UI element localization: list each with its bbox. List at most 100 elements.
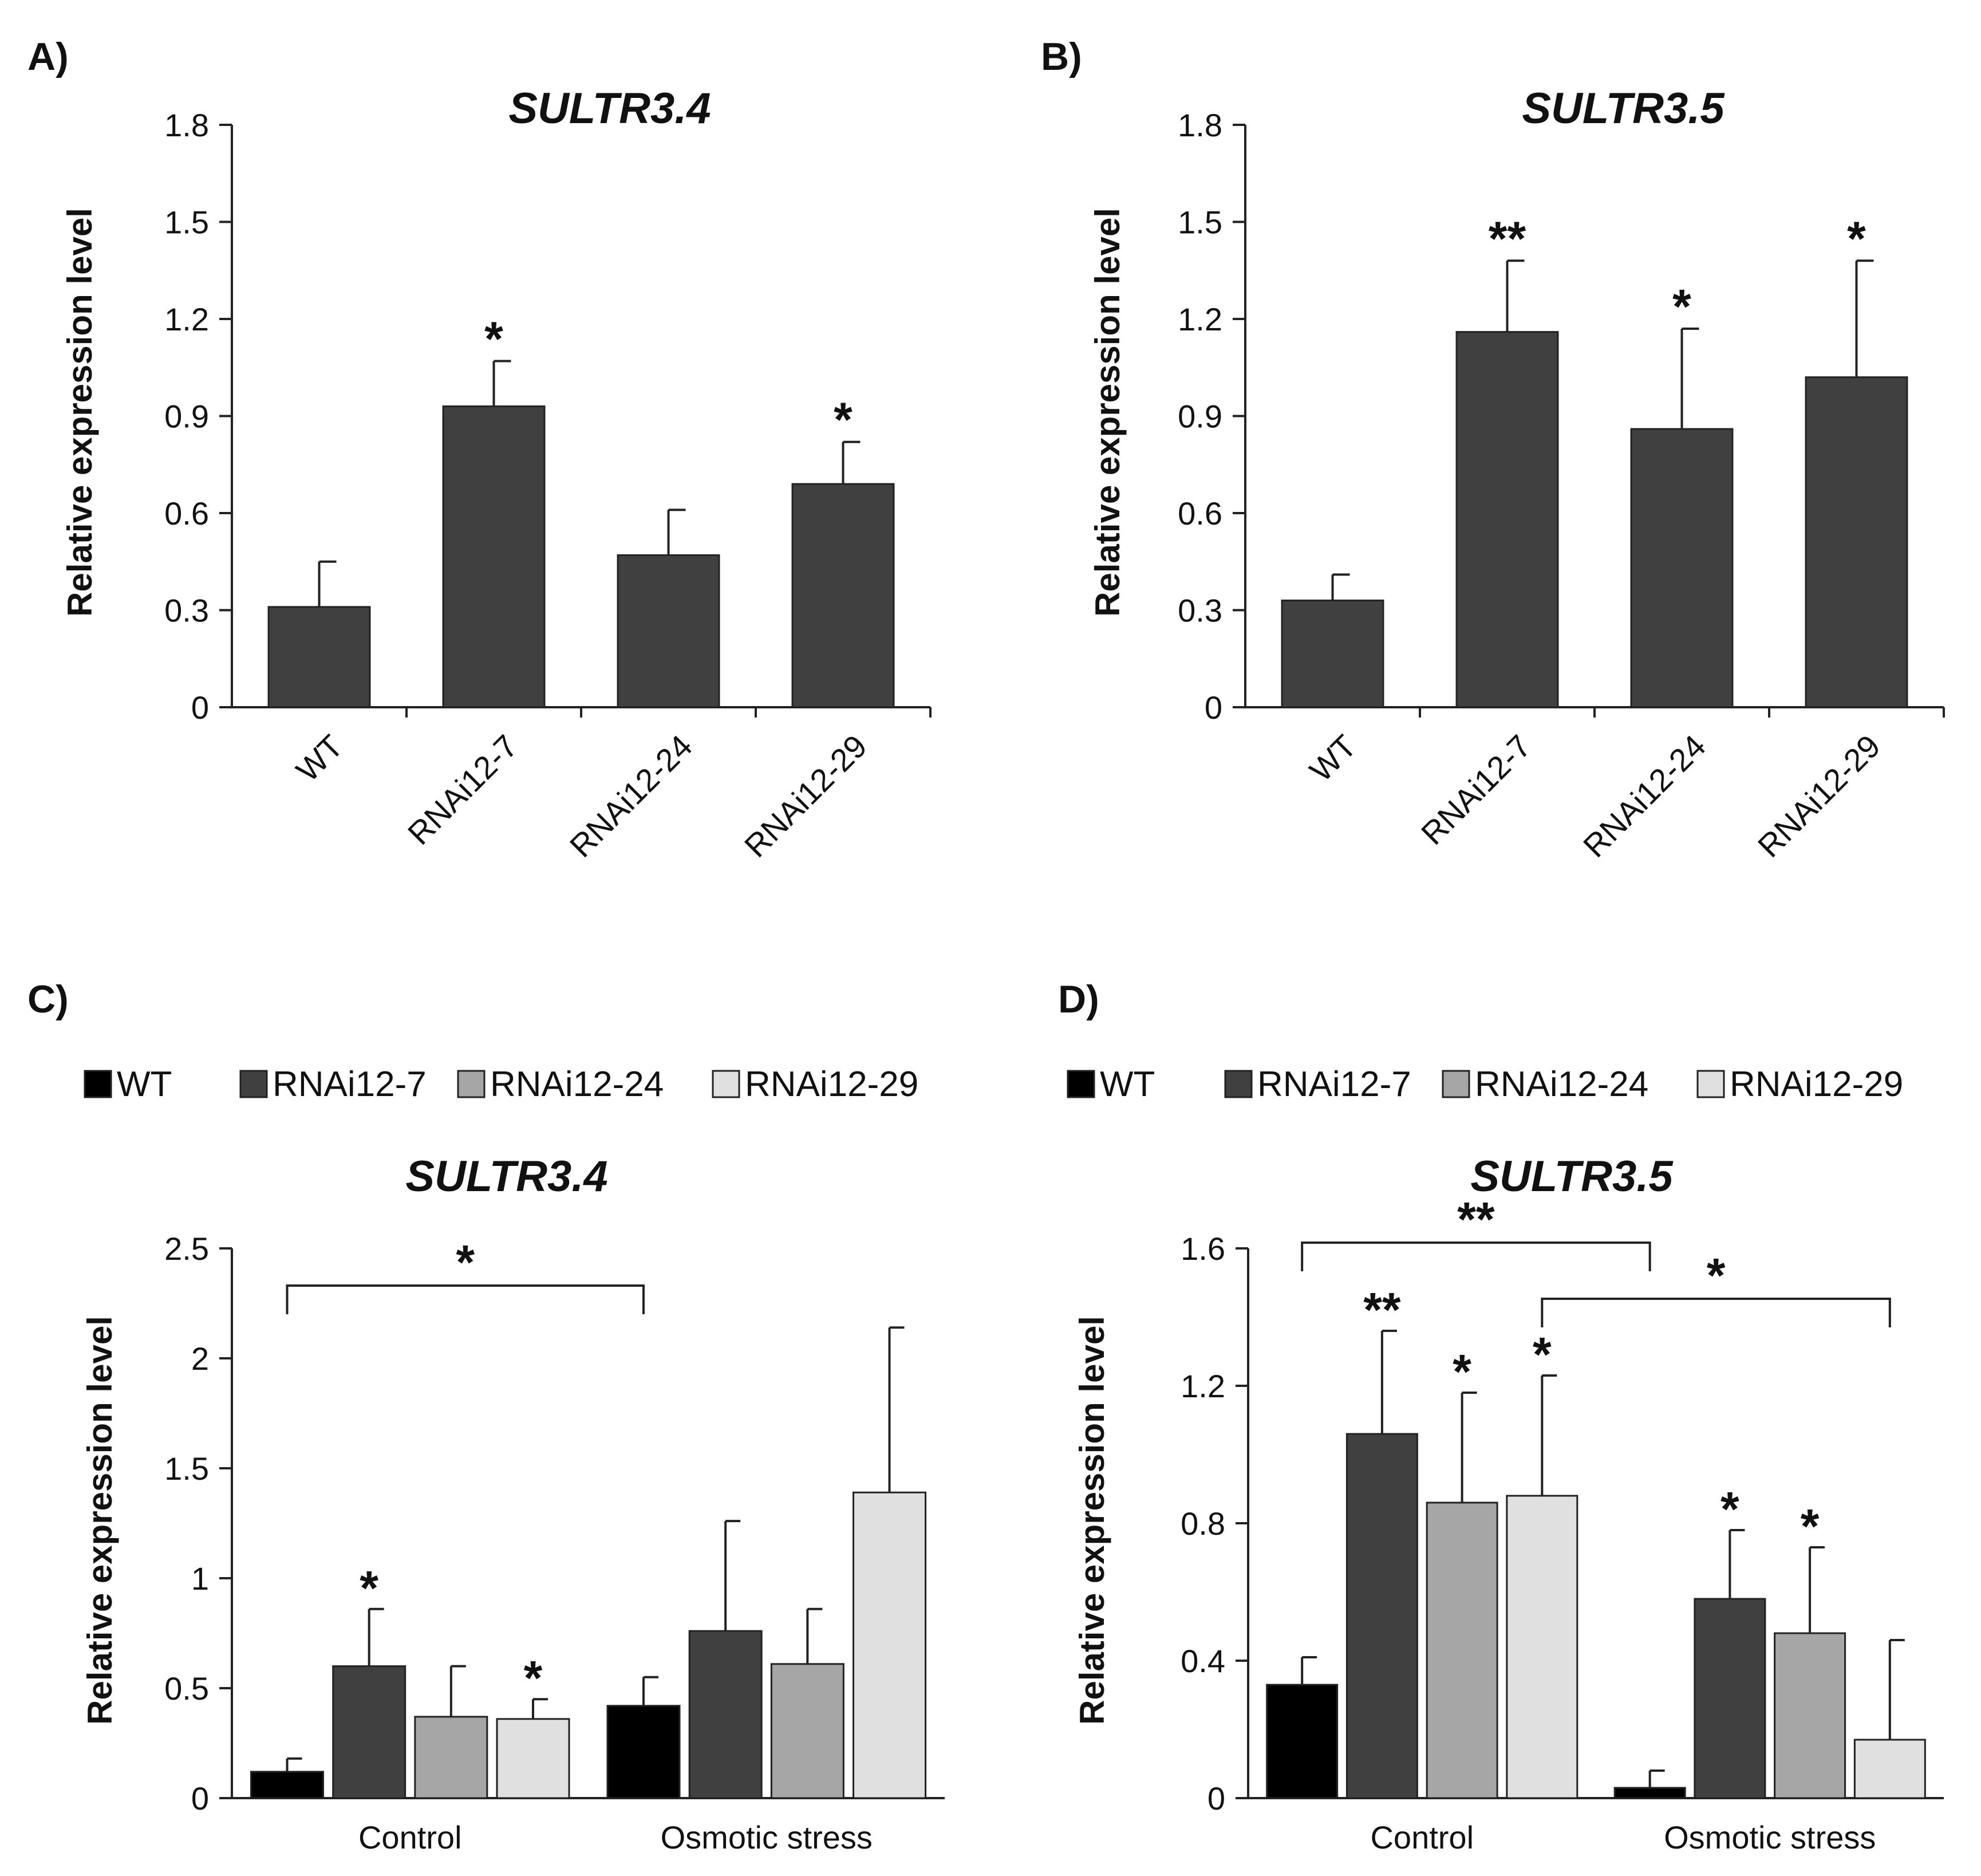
y-tick-label: 0	[1207, 1780, 1225, 1816]
bar	[1266, 1684, 1339, 1799]
significance-star: *	[360, 1561, 378, 1615]
legend-swatch	[84, 1070, 112, 1098]
panel-label-a: A)	[27, 35, 69, 78]
significance-bracket	[1301, 1242, 1651, 1271]
bar	[688, 1630, 763, 1799]
legend-swatch	[1067, 1070, 1095, 1098]
x-tick-label: RNAi12-7	[1414, 728, 1538, 852]
bar	[791, 483, 895, 708]
y-tick-label: 1.8	[1178, 107, 1222, 143]
legend-c: WT RNAi12-7 RNAi12-24 RNAi12-29	[84, 1065, 918, 1104]
plot-area-d: 00.40.81.21.6*** *Control* *Osmotic stress…	[1181, 1192, 1944, 1855]
y-tick-label: 1.5	[164, 1451, 209, 1487]
significance-star: *	[1453, 1345, 1471, 1398]
bar	[332, 1665, 407, 1799]
x-tick-label: RNAi12-24	[563, 728, 699, 864]
bar	[606, 1705, 681, 1799]
panel-b: B) SULTR3.5 Relative expression level 0 0…	[1041, 35, 1945, 864]
significance-star: *	[1847, 211, 1866, 265]
y-tick-label: 0.8	[1181, 1505, 1225, 1542]
bracket-label: *	[1707, 1248, 1726, 1302]
legend-label: WT	[117, 1065, 172, 1104]
y-tick-label: 0	[191, 1780, 209, 1816]
y-tick-label: 1.5	[164, 204, 209, 241]
bar	[1805, 376, 1908, 708]
significance-star: *	[524, 1651, 543, 1705]
plot-area-b: 00.30.60.91.21.51.8WT RNAi12-7**RNAi12-24…	[1178, 107, 1945, 864]
y-tick-label: 1.5	[1178, 204, 1222, 241]
y-tick-label: 0	[191, 689, 209, 726]
bar	[1630, 428, 1734, 708]
y-tick-label: 1.2	[1181, 1368, 1225, 1404]
plot-area-c: 0 0.5 1 1.5 2 2.5 * * Control Osmotic stress *	[164, 1231, 945, 1855]
panel-label-b: B)	[1041, 35, 1082, 78]
y-tick-label: 2	[191, 1341, 209, 1377]
y-tick-label: 0.6	[1178, 495, 1222, 531]
y-tick-label: 0.9	[1178, 399, 1222, 435]
legend-swatch	[712, 1070, 740, 1098]
x-tick-label: RNAi12-29	[737, 728, 874, 864]
y-tick-label: 0.9	[164, 399, 209, 435]
bar	[250, 1771, 324, 1799]
y-axis-label-c: Relative expression level	[81, 1316, 119, 1725]
significance-star: *	[1801, 1499, 1820, 1553]
legend-swatch	[457, 1070, 486, 1098]
y-axis-label-d: Relative expression level	[1073, 1316, 1111, 1725]
bar	[442, 405, 546, 708]
y-tick-label: 0.6	[164, 495, 209, 531]
x-tick-label: RNAi12-24	[1576, 728, 1712, 864]
y-tick-label: 1.6	[1181, 1231, 1225, 1267]
x-tick-label: RNAi12-7	[401, 728, 524, 852]
y-axis-label-a: Relative expression level	[61, 208, 99, 617]
legend-label: WT	[1100, 1065, 1155, 1104]
significance-star: *	[1672, 279, 1691, 333]
significance-star: *	[1533, 1327, 1552, 1381]
legend-label: RNAi12-29	[745, 1065, 918, 1104]
significance-bracket	[1541, 1298, 1891, 1327]
x-tick-label: Osmotic stress	[1664, 1819, 1876, 1855]
y-tick-label: 0.3	[1178, 593, 1222, 629]
bar	[414, 1716, 488, 1799]
legend-swatch	[1442, 1070, 1470, 1098]
legend-swatch	[239, 1070, 268, 1098]
legend-swatch	[1224, 1070, 1253, 1098]
legend-label: RNAi12-24	[490, 1065, 664, 1104]
bar	[1774, 1632, 1846, 1799]
chart-title-a: SULTR3.4	[508, 84, 711, 133]
bar	[770, 1663, 845, 1799]
x-tick-label: Control	[358, 1819, 462, 1855]
plot-area-a: 0 0.3 0.6 0.9 1.2 1.5 1.8 WT RNAi12-7 * RNAi12-24 R…	[164, 107, 932, 864]
y-axis-label-b: Relative expression level	[1088, 208, 1127, 617]
bar	[1345, 1433, 1418, 1799]
chart-title-b: SULTR3.5	[1522, 84, 1725, 133]
y-tick-label: 0.5	[164, 1670, 209, 1706]
bar	[853, 1491, 927, 1799]
significance-star: *	[834, 393, 853, 447]
significance-star: **	[1363, 1283, 1401, 1337]
bar	[1426, 1501, 1498, 1799]
bar	[617, 554, 720, 708]
bracket-label: **	[1457, 1192, 1495, 1246]
significance-star: *	[484, 312, 503, 365]
bar	[267, 606, 371, 708]
bar	[1506, 1495, 1579, 1799]
legend-label: RNAi12-7	[273, 1065, 427, 1104]
bar	[1853, 1739, 1926, 1799]
y-tick-label: 1.8	[164, 107, 209, 143]
legend-label: RNAi12-7	[1257, 1065, 1411, 1104]
bar	[1613, 1787, 1686, 1799]
significance-star: **	[1489, 211, 1526, 265]
y-tick-label: 1.2	[164, 301, 209, 337]
panel-a: A) SULTR3.4 Relative expression level 0 0…	[27, 35, 932, 864]
significance-bracket	[286, 1284, 645, 1314]
chart-title-d: SULTR3.5	[1470, 1152, 1674, 1201]
x-tick-label: WT	[289, 728, 350, 789]
bar	[1694, 1598, 1766, 1799]
panel-label-c: C)	[27, 978, 69, 1021]
panel-label-d: D)	[1058, 978, 1099, 1021]
x-tick-label: Control	[1370, 1819, 1474, 1855]
significance-star: *	[1720, 1482, 1739, 1536]
y-tick-label: 0.4	[1181, 1643, 1225, 1679]
bar	[1281, 600, 1384, 708]
